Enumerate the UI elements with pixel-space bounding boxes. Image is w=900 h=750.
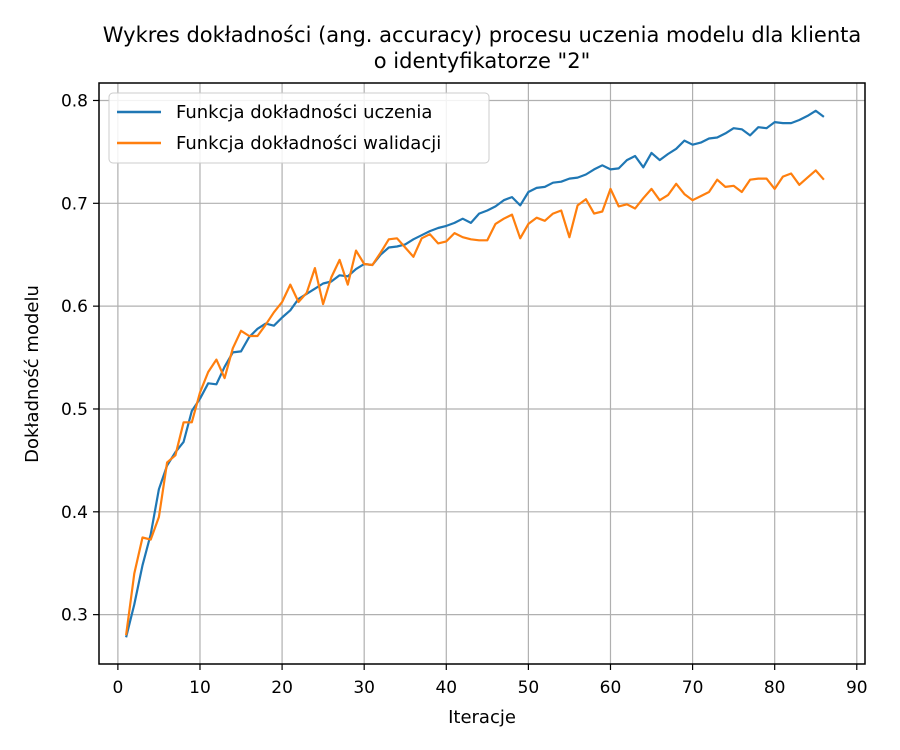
x-tick-label: 0 xyxy=(112,678,123,698)
x-tick-label: 30 xyxy=(353,678,375,698)
chart-title: Wykres dokładności (ang. accuracy) proce… xyxy=(103,23,862,47)
x-tick-label: 10 xyxy=(189,678,211,698)
y-tick-label: 0.7 xyxy=(61,194,88,214)
y-tick-label: 0.8 xyxy=(61,91,88,111)
legend: Funkcja dokładności uczenia Funkcja dokła… xyxy=(108,92,490,164)
x-axis-label: Iteracje xyxy=(448,707,516,728)
x-tick-label: 50 xyxy=(518,678,540,698)
x-tick-label: 90 xyxy=(846,678,868,698)
legend-box xyxy=(108,92,490,164)
plot-frame xyxy=(98,82,866,665)
y-tick-label: 0.5 xyxy=(61,400,88,420)
legend-label-2: Funkcja dokładności walidacji xyxy=(176,133,441,154)
series-line-2 xyxy=(125,169,825,636)
series-lines xyxy=(125,109,825,638)
y-tick-label: 0.6 xyxy=(61,297,88,317)
y-axis-label: Dokładność modelu xyxy=(22,285,43,463)
grid-lines xyxy=(99,83,865,664)
y-tick-label: 0.3 xyxy=(61,606,88,626)
x-tick-label: 70 xyxy=(682,678,704,698)
x-tick-label: 60 xyxy=(600,678,622,698)
chart-subtitle: o identyfikatorze "2" xyxy=(374,49,590,73)
legend-label-1: Funkcja dokładności uczenia xyxy=(176,102,432,123)
x-tick-label: 80 xyxy=(764,678,786,698)
x-tick-label: 20 xyxy=(271,678,293,698)
y-tick-label: 0.4 xyxy=(61,503,88,523)
axis-ticks: 0 10 20 30 40 50 60 70 80 90 0.3 0.4 0.5 0.6 0.7 0.8 xyxy=(61,91,868,698)
x-tick-label: 40 xyxy=(435,678,457,698)
series-line-1 xyxy=(125,109,825,638)
